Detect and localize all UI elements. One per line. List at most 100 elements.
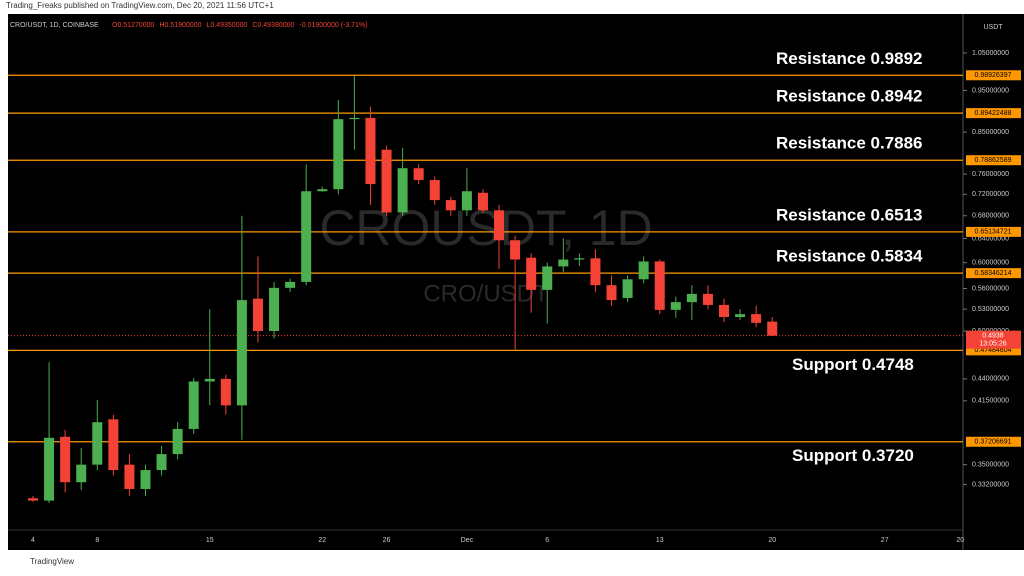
ohlc-label: C0.49380000 bbox=[252, 22, 294, 29]
y-tick-label: 0.41500000 bbox=[972, 398, 1009, 405]
candle-body bbox=[461, 191, 472, 211]
candle-body bbox=[510, 240, 521, 260]
y-tick-label: 0.56000000 bbox=[972, 285, 1009, 292]
candle-body bbox=[606, 285, 617, 301]
price-tag bbox=[966, 70, 1021, 81]
x-tick-label: Dec bbox=[461, 537, 474, 544]
x-tick-label: 26 bbox=[383, 537, 391, 544]
candle-body bbox=[76, 464, 87, 483]
candle-body bbox=[333, 119, 344, 190]
logo: TradingView bbox=[30, 557, 74, 566]
candle-body bbox=[654, 261, 665, 310]
y-tick-label: 1.05000000 bbox=[972, 50, 1009, 57]
y-tick-label: 0.64000000 bbox=[972, 235, 1009, 242]
candle-body bbox=[477, 192, 488, 211]
candle-body bbox=[590, 258, 601, 286]
y-tick-label: 0.85000000 bbox=[972, 129, 1009, 136]
price-tag-label: 0.37206691 bbox=[975, 439, 1012, 446]
candle-body bbox=[381, 149, 392, 213]
ohlc-label: L0.49350000 bbox=[206, 22, 247, 29]
candle-body bbox=[526, 257, 537, 290]
candle-body bbox=[285, 281, 296, 288]
x-tick-label: 6 bbox=[545, 537, 549, 544]
candle-body bbox=[252, 298, 263, 331]
candle-body bbox=[397, 168, 408, 213]
y-tick-label: 0.76000000 bbox=[972, 171, 1009, 178]
y-tick-label: 0.53000000 bbox=[972, 306, 1009, 313]
price-tag bbox=[966, 345, 1021, 356]
price-tag bbox=[966, 268, 1021, 279]
y-tick-label: 0.68000000 bbox=[972, 213, 1009, 220]
candle-body bbox=[719, 304, 730, 318]
candle-body bbox=[574, 258, 585, 260]
price-tag bbox=[966, 436, 1021, 447]
candle-body bbox=[269, 287, 280, 331]
price-tag-label: 0.78862589 bbox=[975, 157, 1012, 164]
candle-body bbox=[670, 302, 681, 310]
x-tick-label: 20 bbox=[768, 537, 776, 544]
ohlc-label: H0.51900000 bbox=[159, 22, 201, 29]
price-tag bbox=[966, 155, 1021, 166]
price-tag-label: 0.47484604 bbox=[975, 347, 1012, 354]
candle-body bbox=[638, 261, 649, 280]
candle-body bbox=[60, 436, 71, 483]
candle-body bbox=[156, 454, 167, 471]
candle-body bbox=[188, 381, 199, 429]
candle-body bbox=[349, 117, 360, 120]
y-tick-label: 0.44000000 bbox=[972, 376, 1009, 383]
level-annotation: Resistance 0.8942 bbox=[776, 87, 923, 106]
level-annotation: Support 0.3720 bbox=[792, 446, 914, 465]
y-tick-label: 0.72000000 bbox=[972, 191, 1009, 198]
chart-background bbox=[8, 14, 1024, 550]
candle-body bbox=[301, 191, 312, 282]
candle-body bbox=[429, 180, 440, 201]
x-tick-label: 27 bbox=[881, 537, 889, 544]
candle-body bbox=[365, 117, 376, 185]
symbol: CRO/USDT, 1D, COINBASE bbox=[10, 22, 99, 29]
y-tick-label: 0.33200000 bbox=[972, 481, 1009, 488]
level-annotation: Resistance 0.6513 bbox=[776, 205, 923, 224]
candle-body bbox=[172, 428, 183, 455]
candle-body bbox=[44, 437, 55, 501]
countdown: 13:05:26 bbox=[979, 341, 1006, 348]
candle-body bbox=[622, 279, 633, 299]
x-tick-label: 4 bbox=[31, 537, 35, 544]
axis-unit: USDT bbox=[983, 24, 1003, 31]
candle-body bbox=[92, 422, 103, 465]
candle-body bbox=[108, 419, 119, 471]
price-tag-label: 0.4938 bbox=[982, 333, 1004, 340]
price-tag bbox=[966, 226, 1021, 237]
ohlc-label: -0.01900000 (-3.71%) bbox=[299, 22, 367, 29]
y-tick-label: 0.35000000 bbox=[972, 462, 1009, 469]
x-tick-label: 8 bbox=[95, 537, 99, 544]
price-tag-label: 0.98926397 bbox=[975, 72, 1012, 79]
candle-body bbox=[28, 498, 38, 501]
candle-body bbox=[236, 300, 247, 406]
candle-body bbox=[124, 464, 135, 489]
candle-body bbox=[735, 314, 746, 318]
candle-body bbox=[140, 470, 151, 489]
price-tag-label: 0.65134721 bbox=[975, 229, 1012, 236]
candle-body bbox=[702, 293, 713, 305]
candle-body bbox=[220, 378, 231, 406]
y-tick-label: 0.95000000 bbox=[972, 87, 1009, 94]
level-annotation: Resistance 0.7886 bbox=[776, 134, 923, 153]
candle-body bbox=[445, 200, 456, 211]
x-tick-label: 20 bbox=[956, 537, 964, 544]
level-annotation: Resistance 0.5834 bbox=[776, 247, 923, 266]
x-tick-label: 13 bbox=[656, 537, 664, 544]
price-tag bbox=[966, 330, 1021, 349]
level-annotation: Support 0.4748 bbox=[792, 355, 914, 374]
candle-body bbox=[494, 210, 505, 241]
publisher: Trading_Freaks published on TradingView.… bbox=[6, 1, 274, 10]
price-tag-label: 0.58346214 bbox=[975, 270, 1012, 277]
candle-body bbox=[542, 266, 553, 290]
price-tag bbox=[966, 108, 1021, 119]
x-tick-label: 22 bbox=[318, 537, 326, 544]
candle-body bbox=[686, 293, 697, 303]
x-tick-label: 15 bbox=[206, 537, 214, 544]
candle-body bbox=[751, 314, 762, 323]
candle-body bbox=[317, 189, 328, 192]
price-tag-label: 0.89422488 bbox=[975, 110, 1012, 117]
